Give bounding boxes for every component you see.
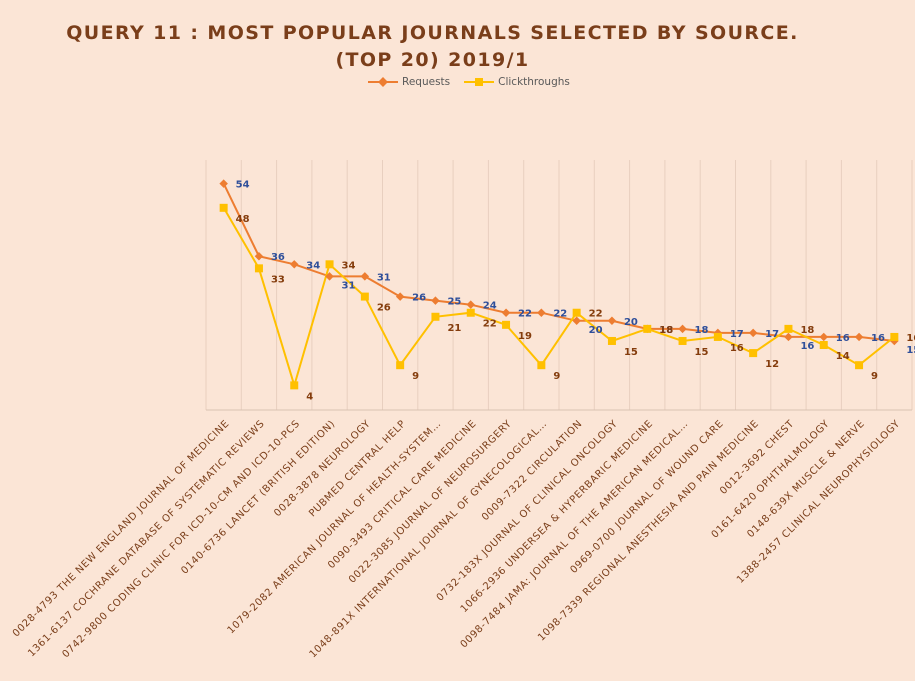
requests-point xyxy=(678,324,687,334)
clickthroughs-label: 9 xyxy=(553,371,560,382)
clickthroughs-label: 18 xyxy=(800,325,814,336)
clickthroughs-point xyxy=(325,260,334,269)
clickthroughs-point xyxy=(502,320,511,329)
requests-label: 15 xyxy=(906,345,915,356)
requests-label: 17 xyxy=(730,329,744,340)
legend-marker-clickthroughs xyxy=(464,78,495,86)
clickthroughs-point xyxy=(607,336,616,345)
clickthroughs-point xyxy=(713,332,722,341)
legend-item-clickthroughs: Clickthroughs xyxy=(464,76,570,88)
chart-title-line-2: (TOP 20) 2019/1 xyxy=(335,49,530,71)
requests-label: 26 xyxy=(412,293,426,304)
clickthroughs-point xyxy=(749,349,758,358)
gridlines xyxy=(205,160,913,410)
clickthroughs-point xyxy=(890,332,899,341)
clickthroughs-point xyxy=(254,264,263,273)
x-tick-label: 1388-2457 CLINICAL NEUROPHYSIOLOGY xyxy=(735,418,903,586)
requests-label: 34 xyxy=(306,260,320,271)
requests-label: 20 xyxy=(624,317,638,328)
clickthroughs-labels: 483343426921221992215181516121814916 xyxy=(236,214,915,403)
x-tick-labels: 0028-4793 THE NEW ENGLAND JOURNAL OF MED… xyxy=(11,418,903,660)
clickthroughs-label: 22 xyxy=(483,319,497,330)
clickthroughs-line xyxy=(222,207,895,389)
requests-labels: 5436343131262524222220201818171716161615 xyxy=(236,180,915,356)
legend-marker-requests xyxy=(368,77,398,87)
requests-label: 20 xyxy=(589,325,603,336)
clickthroughs-label: 18 xyxy=(659,325,673,336)
clickthroughs-point xyxy=(431,312,440,321)
clickthroughs-label: 21 xyxy=(447,323,461,334)
requests-point xyxy=(431,296,440,305)
clickthroughs-point xyxy=(678,336,687,345)
chart-title-line-1: QUERY 11 : MOST POPULAR JOURNALS SELECTE… xyxy=(66,22,799,44)
x-tick-label: 0098-7484 JAMA: JOURNAL OF THE AMERICAN … xyxy=(459,418,691,650)
requests-point xyxy=(819,332,828,342)
clickthroughs-label: 48 xyxy=(236,214,250,225)
requests-label: 36 xyxy=(271,252,285,263)
clickthroughs-label: 16 xyxy=(906,333,915,344)
requests-label: 22 xyxy=(553,309,567,320)
requests-label: 22 xyxy=(518,309,532,320)
x-tick-label: 0022-3085 JOURNAL OF NEUROSURGERY xyxy=(347,418,514,585)
requests-point xyxy=(501,308,511,317)
clickthroughs-point xyxy=(819,341,828,350)
clickthroughs-label: 12 xyxy=(765,359,779,370)
clickthroughs-point xyxy=(219,203,228,212)
requests-point xyxy=(784,332,793,342)
legend-label-requests: Requests xyxy=(402,76,451,88)
clickthroughs-point xyxy=(396,361,405,370)
legend-label-clickthroughs: Clickthroughs xyxy=(498,76,570,88)
requests-point xyxy=(395,292,405,301)
clickthroughs-point xyxy=(290,381,299,390)
clickthroughs-label: 9 xyxy=(412,371,419,382)
requests-label: 18 xyxy=(695,325,709,336)
clickthroughs-label: 4 xyxy=(306,391,313,402)
x-tick-label: 0742-9800 CODING CLINIC FOR ICD-10-CM AN… xyxy=(60,418,302,660)
clickthroughs-point xyxy=(643,324,652,333)
clickthroughs-label: 14 xyxy=(836,351,850,362)
clickthroughs-label: 26 xyxy=(377,303,391,314)
requests-label: 18 xyxy=(659,325,673,336)
clickthroughs-points xyxy=(219,203,899,390)
requests-point xyxy=(254,251,264,261)
requests-point xyxy=(466,300,475,309)
requests-point xyxy=(360,272,370,281)
requests-point xyxy=(290,260,299,269)
clickthroughs-label: 15 xyxy=(695,347,709,358)
chart-legend: Requests Clickthroughs xyxy=(368,76,570,88)
requests-label: 31 xyxy=(377,272,391,283)
clickthroughs-label: 22 xyxy=(589,309,603,320)
clickthroughs-label: 34 xyxy=(342,260,356,271)
requests-label: 24 xyxy=(483,301,497,312)
legend-item-requests: Requests xyxy=(368,76,450,88)
clickthroughs-label: 16 xyxy=(730,343,744,354)
requests-label: 31 xyxy=(342,280,356,291)
requests-label: 16 xyxy=(800,341,814,352)
requests-point xyxy=(854,332,864,342)
clickthroughs-point xyxy=(537,361,546,370)
clickthroughs-point xyxy=(784,324,793,333)
requests-point xyxy=(325,272,334,281)
requests-point xyxy=(572,316,581,326)
requests-label: 16 xyxy=(836,333,850,344)
clickthroughs-label: 33 xyxy=(271,274,285,285)
clickthroughs-point xyxy=(466,308,475,317)
requests-point xyxy=(748,328,758,338)
requests-label: 16 xyxy=(871,333,885,344)
requests-label: 17 xyxy=(765,329,779,340)
requests-point xyxy=(607,316,617,326)
clickthroughs-label: 19 xyxy=(518,331,532,342)
requests-line xyxy=(222,183,895,342)
clickthroughs-point xyxy=(572,308,581,317)
clickthroughs-point xyxy=(360,292,369,301)
requests-label: 54 xyxy=(236,180,250,191)
clickthroughs-point xyxy=(855,361,864,370)
requests-point xyxy=(219,179,228,188)
clickthroughs-label: 9 xyxy=(871,371,878,382)
requests-point xyxy=(537,308,546,317)
requests-label: 25 xyxy=(447,297,461,308)
clickthroughs-label: 15 xyxy=(624,347,638,358)
